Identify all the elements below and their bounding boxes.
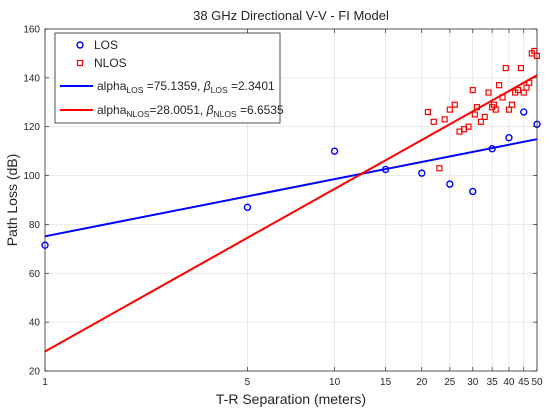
- los-point: [446, 180, 454, 188]
- y-tick-label: 160: [23, 25, 40, 36]
- legend-label-part: LOS: [211, 85, 228, 95]
- nlos-point: [481, 113, 488, 121]
- x-tick-label: 10: [329, 377, 341, 388]
- data-points: [41, 47, 541, 249]
- fit-lines: [44, 74, 538, 353]
- legend-label: NLOS: [94, 56, 127, 70]
- y-tick-label: 100: [23, 171, 40, 182]
- nlos-point: [451, 101, 458, 108]
- legend-label: alphaNLOS=28.0051, βNLOS =6.6535: [97, 103, 284, 119]
- x-tick-label: 35: [487, 377, 499, 388]
- legend-label-part: alpha: [97, 103, 127, 117]
- x-tick-label: 50: [531, 377, 543, 388]
- legend-label-part: =75.1359,: [143, 79, 203, 93]
- los-point: [505, 134, 513, 142]
- nlos-point: [505, 106, 513, 113]
- x-tick-label: 25: [444, 377, 456, 388]
- x-tick-label: 20: [416, 377, 428, 388]
- nlos-point: [508, 101, 516, 108]
- nlos-point: [526, 79, 533, 86]
- y-tick-label: 140: [23, 73, 40, 84]
- nlos-point: [430, 118, 437, 125]
- nlos-point: [469, 86, 476, 94]
- nlos-point: [424, 108, 431, 116]
- legend-label-part: LOS: [126, 85, 143, 95]
- nlos-point: [436, 165, 443, 172]
- y-tick-label: 20: [29, 367, 41, 378]
- y-tick-label: 80: [29, 220, 41, 231]
- los-point: [243, 203, 252, 212]
- legend-label-part: =6.6535: [237, 103, 284, 117]
- legend-nlos-marker: [76, 59, 84, 67]
- nlos-point: [514, 86, 522, 94]
- nlos-point: [496, 82, 503, 89]
- nlos-point: [465, 123, 472, 130]
- x-tick-label: 45: [518, 377, 530, 388]
- legend-box: [54, 32, 281, 124]
- legend-los-marker: [76, 41, 84, 49]
- legend-label: LOS: [94, 38, 118, 52]
- x-tick-label: 40: [503, 377, 515, 388]
- legend-label-part: NLOS: [213, 109, 236, 119]
- legend-label-part: alpha: [97, 79, 127, 93]
- y-tick-label: 60: [29, 269, 41, 280]
- fit-line: [44, 138, 538, 238]
- nlos-point: [502, 64, 509, 72]
- legend-label-part: =28.0051,: [150, 103, 207, 117]
- x-tick-label: 1: [42, 377, 48, 388]
- x-tick-label: 15: [380, 377, 392, 388]
- nlos-point: [441, 116, 448, 123]
- x-axis-label: T-R Separation (meters): [216, 391, 366, 407]
- legend-label-part: NLOS: [126, 109, 149, 119]
- los-point: [418, 169, 426, 177]
- chart-title: 38 GHz Directional V-V - FI Model: [193, 8, 389, 23]
- los-point: [330, 147, 339, 155]
- los-point: [488, 144, 496, 153]
- y-axis-label: Path Loss (dB): [4, 154, 20, 247]
- nlos-point: [517, 64, 525, 72]
- y-tick-label: 120: [23, 122, 40, 133]
- nlos-point: [492, 106, 499, 113]
- fit-line: [44, 74, 538, 353]
- los-point: [381, 165, 390, 174]
- x-tick-label: 30: [467, 377, 479, 388]
- nlos-point: [471, 111, 478, 118]
- legend-label-part: β: [206, 103, 214, 117]
- nlos-point: [446, 106, 453, 113]
- los-point: [469, 187, 477, 196]
- nlos-point: [485, 89, 492, 96]
- los-point: [520, 108, 528, 116]
- nlos-point: [499, 94, 506, 101]
- x-tick-label: 5: [245, 377, 251, 388]
- legend-label-part: β: [203, 79, 211, 93]
- nlos-point: [477, 118, 484, 125]
- plot-frame: [44, 28, 538, 372]
- y-tick-label: 40: [29, 318, 41, 329]
- nlos-point: [473, 104, 480, 111]
- legend-label: alphaLOS =75.1359, βLOS =2.3401: [97, 79, 275, 95]
- legend-label-part: =2.3401: [228, 79, 275, 93]
- grid: [45, 29, 537, 371]
